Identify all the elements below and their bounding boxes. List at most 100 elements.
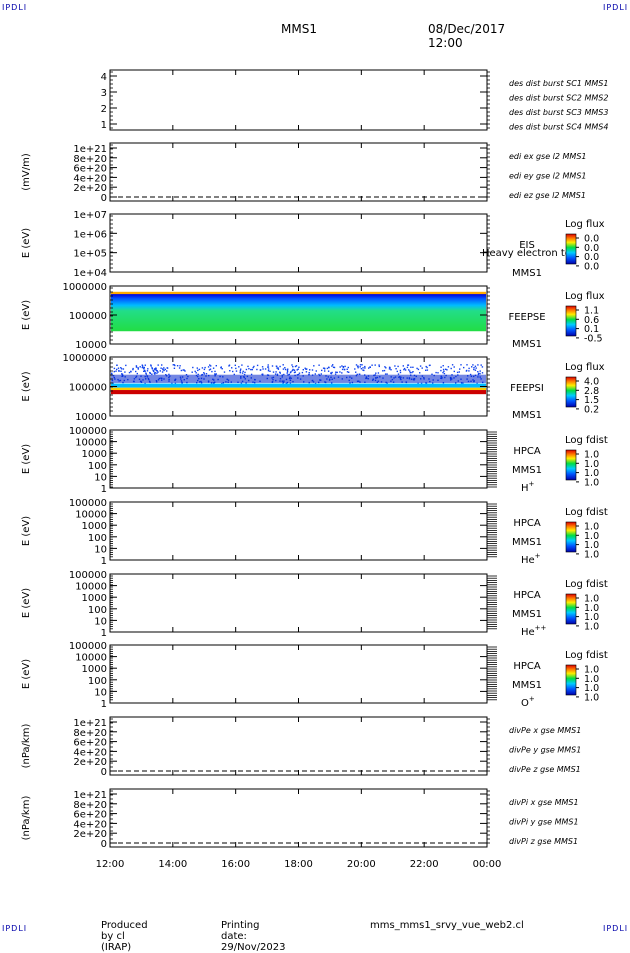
noise-pixel xyxy=(120,370,122,372)
noise-pixel xyxy=(339,366,341,368)
x-tick-label: 14:00 xyxy=(158,859,187,870)
noise-pixel xyxy=(166,370,168,372)
noise-pixel xyxy=(301,371,304,374)
noise-pixel xyxy=(145,372,147,374)
noise-pixel xyxy=(359,373,361,375)
charge-label: + xyxy=(529,480,535,488)
noise-pixel xyxy=(451,364,454,366)
noise-pixel xyxy=(276,373,279,375)
noise-pixel xyxy=(259,369,262,371)
noise-pixel xyxy=(378,364,380,366)
noise-pixel xyxy=(402,365,404,367)
noise-pixel xyxy=(472,364,474,366)
noise-pixel xyxy=(132,367,134,370)
noise-pixel xyxy=(476,382,478,385)
y-tick-label: 1000 xyxy=(82,664,107,675)
noise-pixel xyxy=(275,371,277,373)
noise-pixel xyxy=(412,371,414,373)
noise-pixel xyxy=(481,366,484,368)
noise-pixel xyxy=(417,382,419,385)
noise-pixel xyxy=(282,368,285,370)
y-tick-label: 1 xyxy=(101,699,107,710)
noise-pixel xyxy=(296,369,298,371)
noise-pixel xyxy=(286,369,289,371)
noise-pixel xyxy=(151,368,154,370)
species-label: H+ xyxy=(521,480,535,494)
noise-pixel xyxy=(197,369,199,372)
noise-pixel xyxy=(122,368,125,370)
noise-pixel xyxy=(113,370,115,373)
y-tick-label: 10000 xyxy=(75,582,107,593)
noise-pixel xyxy=(397,365,399,368)
noise-pixel xyxy=(135,370,137,373)
noise-pixel xyxy=(354,368,356,370)
noise-pixel xyxy=(215,365,217,367)
noise-pixel xyxy=(223,371,226,373)
noise-pixel xyxy=(145,373,147,375)
noise-pixel xyxy=(443,372,446,375)
instrument-name: HPCA xyxy=(513,518,541,529)
minor-ticks-divpi xyxy=(110,790,490,844)
noise-pixel xyxy=(176,365,179,367)
y-tick-label: 100000 xyxy=(69,570,107,581)
noise-pixel xyxy=(375,372,377,374)
noise-pixel xyxy=(172,364,174,366)
noise-pixel xyxy=(135,365,138,367)
colorbar-title: Log flux xyxy=(565,291,605,302)
colorbar-value: 1.0 xyxy=(584,612,599,623)
y-tick-label: 1e+05 xyxy=(73,249,107,260)
noise-pixel xyxy=(384,373,387,375)
y-tick-label: 1e+21 xyxy=(73,144,107,155)
noise-pixel xyxy=(113,367,116,370)
noise-pixel xyxy=(279,372,281,374)
noise-pixel xyxy=(341,365,343,367)
noise-pixel xyxy=(346,368,348,370)
noise-pixel xyxy=(397,373,400,375)
noise-pixel xyxy=(289,382,292,384)
noise-pixel xyxy=(251,368,253,371)
noise-pixel xyxy=(292,366,294,368)
noise-pixel xyxy=(139,366,141,368)
y-tick-label: 10000 xyxy=(75,653,107,664)
noise-pixel xyxy=(468,367,470,370)
noise-pixel xyxy=(163,367,165,369)
instrument-name: HPCA xyxy=(513,446,541,457)
noise-pixel xyxy=(374,364,376,366)
noise-pixel xyxy=(315,370,317,372)
noise-pixel xyxy=(417,368,420,371)
noise-pixel xyxy=(294,371,296,373)
feeps-e-top-band xyxy=(111,291,486,295)
noise-pixel xyxy=(293,369,295,371)
noise-pixel xyxy=(207,366,210,368)
noise-pixel xyxy=(468,370,470,372)
noise-pixel xyxy=(244,371,246,374)
colorbar xyxy=(565,449,577,481)
noise-pixel xyxy=(112,382,114,384)
charge-label: ++ xyxy=(535,624,547,632)
colorbar xyxy=(565,593,577,625)
y-tick-label: 1e+21 xyxy=(73,790,107,801)
y-axis-label: E (eV) xyxy=(21,659,32,689)
panel-frame-burst xyxy=(109,69,488,131)
noise-pixel xyxy=(479,370,481,372)
colorbar-value: 1.0 xyxy=(584,549,599,560)
noise-pixel xyxy=(287,368,289,370)
colorbar xyxy=(565,376,577,408)
instrument-name: FEEPSI xyxy=(510,383,544,394)
noise-pixel xyxy=(313,365,315,367)
noise-pixel xyxy=(419,365,422,367)
noise-pixel xyxy=(250,373,253,376)
minor-ticks-eis xyxy=(110,215,490,269)
noise-pixel xyxy=(326,367,329,370)
noise-pixel xyxy=(235,370,238,372)
noise-pixel xyxy=(320,373,322,375)
noise-pixel xyxy=(239,371,241,373)
noise-pixel xyxy=(215,373,217,375)
colorbar-value: 0.6 xyxy=(584,315,599,326)
noise-pixel xyxy=(425,369,427,371)
noise-pixel xyxy=(159,370,161,372)
y-axis-label: E (eV) xyxy=(21,371,32,401)
noise-pixel xyxy=(412,366,414,368)
noise-pixel xyxy=(432,382,434,384)
noise-pixel xyxy=(233,373,235,376)
